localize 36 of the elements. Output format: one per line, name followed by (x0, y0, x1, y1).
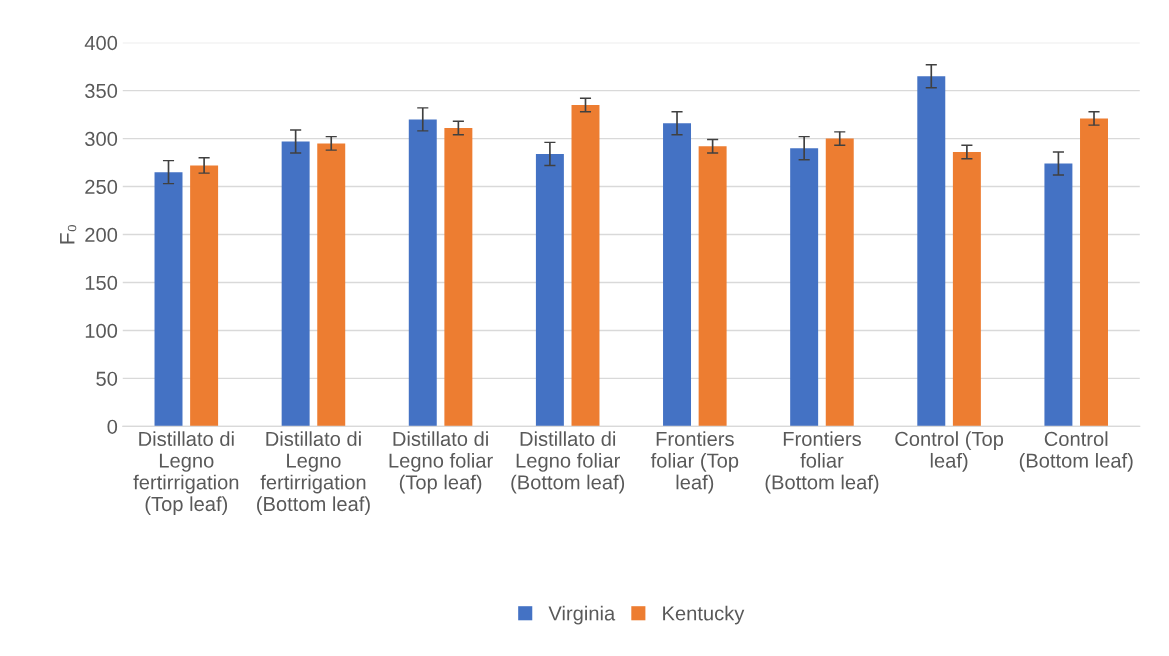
y-tick-label: 250 (85, 179, 118, 195)
bar (571, 105, 600, 427)
x-tick-label: Control (Top leaf) (895, 431, 1004, 472)
bar (1044, 163, 1073, 427)
bar (190, 165, 219, 427)
x-tick-label: Distillato di Legno fertirrigation (Top leaf) (133, 431, 239, 516)
x-tick-label: Frontiers foliar (Top leaf) (650, 431, 739, 494)
x-tick-label: Frontiers foliar (Bottom leaf) (765, 431, 879, 494)
y-axis-title: F₀ (60, 224, 77, 244)
legend-label: Virginia (548, 605, 616, 625)
y-tick-label: 350 (85, 83, 118, 99)
x-tick-label: Distillato di Legno foliar (Top leaf) (389, 431, 493, 494)
y-tick-label: 0 (107, 419, 118, 434)
x-tick-label: Distillato di Legno foliar (Bottom leaf) (511, 431, 625, 494)
legend-label: Kentucky (663, 605, 745, 625)
bar (790, 148, 819, 427)
bar (952, 152, 981, 427)
x-tick-label: Control (Bottom leaf) (1019, 431, 1133, 472)
y-tick-label: 200 (85, 227, 118, 243)
bar (825, 138, 854, 427)
bar (663, 123, 692, 427)
bar (281, 141, 310, 427)
bar (408, 119, 437, 427)
y-tick-label: 400 (84, 35, 118, 51)
y-tick-label: 50 (96, 371, 118, 386)
x-tick-label: Distillato di Legno fertirrigation (Bottom leaf) (257, 431, 370, 516)
bar (917, 76, 946, 427)
y-tick-label: 150 (85, 275, 118, 290)
bar (535, 153, 564, 427)
bar (698, 146, 727, 427)
y-tick-label: 100 (85, 323, 118, 338)
y-tick-label: 300 (85, 131, 118, 147)
bar (317, 143, 346, 427)
bar (154, 172, 183, 427)
bar (444, 128, 473, 427)
bar (1080, 118, 1108, 427)
